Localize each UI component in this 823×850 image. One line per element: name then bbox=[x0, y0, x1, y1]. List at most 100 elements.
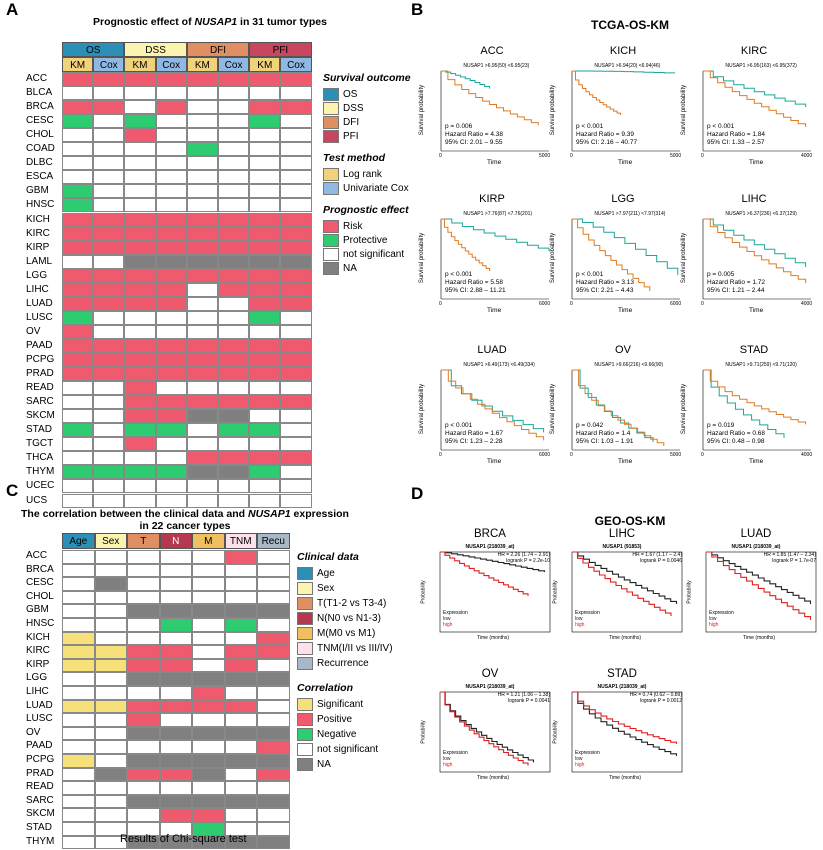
heatmap-cell bbox=[124, 451, 156, 466]
km-plot-svg bbox=[571, 369, 680, 451]
heatmap-cell bbox=[155, 451, 187, 466]
legend-swatch bbox=[297, 582, 313, 595]
heatmap-cell bbox=[257, 822, 290, 836]
row-label-ov: OV bbox=[26, 325, 41, 337]
heatmap-cell bbox=[249, 72, 281, 87]
heatmap-cell bbox=[93, 353, 125, 368]
heatmap-cell bbox=[280, 282, 312, 297]
geo-legend-low: low bbox=[443, 616, 451, 622]
heatmap-cell bbox=[62, 100, 94, 115]
geo-plot-svg bbox=[571, 691, 683, 773]
legend-label: NA bbox=[343, 263, 357, 274]
y-axis-label: Survival probability bbox=[550, 232, 557, 284]
heatmap-cell bbox=[218, 409, 250, 424]
heatmap-cell bbox=[62, 465, 94, 480]
heatmap-cell bbox=[224, 822, 257, 836]
row-label-paad: PAAD bbox=[26, 339, 53, 351]
heatmap-cell bbox=[155, 310, 187, 325]
heatmap-cell bbox=[159, 590, 192, 605]
x-axis-label: Time bbox=[749, 458, 764, 465]
heatmap-cell bbox=[155, 254, 187, 269]
heatmap-cell bbox=[249, 212, 281, 227]
geo-curve-high bbox=[572, 691, 678, 744]
heatmap-cell bbox=[224, 577, 257, 591]
heatmap-cell bbox=[93, 324, 125, 339]
heatmap-cell bbox=[159, 631, 192, 646]
heatmap-cell bbox=[249, 198, 281, 213]
row-label-sarc: SARC bbox=[26, 794, 54, 806]
heatmap-cell bbox=[93, 437, 125, 452]
heatmap-cell bbox=[127, 645, 160, 659]
km-stats: p = 0.019 Hazard Ratio = 0.68 95% CI: 0.48… bbox=[707, 422, 765, 446]
heatmap-cell bbox=[93, 156, 125, 171]
heatmap-cell bbox=[257, 563, 290, 578]
km-plot-kich: KICH NUSAP1 >6.94(20) <6.94(46) p < 0.001 H… bbox=[550, 45, 688, 185]
heatmap-cell bbox=[218, 465, 250, 480]
heatmap-cell bbox=[159, 672, 192, 686]
heatmap-cell bbox=[280, 184, 312, 199]
row-label-read: READ bbox=[26, 781, 54, 793]
heatmap-cell bbox=[124, 254, 156, 269]
heatmap-cell bbox=[94, 672, 127, 686]
heatmap-cell bbox=[280, 395, 312, 410]
row-label-lusc: LUSC bbox=[26, 713, 53, 725]
x-tick: 0 bbox=[701, 153, 704, 159]
legend-swatch bbox=[297, 743, 313, 756]
heatmap-cell bbox=[249, 142, 281, 157]
col-header-n: N bbox=[159, 533, 192, 549]
legend-label: not significant bbox=[317, 744, 379, 755]
heatmap-cell bbox=[186, 100, 218, 115]
heatmap-cell bbox=[93, 198, 125, 213]
heatmap-cell bbox=[159, 822, 192, 836]
heatmap-cell bbox=[62, 353, 94, 368]
heatmap-cell bbox=[192, 658, 225, 673]
row-label-luad: LUAD bbox=[26, 699, 53, 711]
km-stat-line: Hazard Ratio = 3.13 bbox=[576, 279, 634, 286]
heatmap-cell bbox=[249, 184, 281, 199]
x-axis-label: Time (months) bbox=[477, 775, 510, 781]
km-stats: p = 0.005 Hazard Ratio = 1.72 95% CI: 1.21… bbox=[707, 271, 765, 295]
heatmap-cell bbox=[93, 338, 125, 353]
heatmap-cell bbox=[93, 226, 125, 241]
heatmap-cell bbox=[62, 493, 94, 508]
heatmap-cell bbox=[155, 324, 187, 339]
heatmap-cell bbox=[159, 808, 192, 822]
geo-hr: HR = 2.26 (1.74 – 2.91) logrank P = 2.2e-… bbox=[498, 552, 550, 564]
heatmap-cell bbox=[257, 645, 290, 659]
heatmap-cell bbox=[192, 781, 225, 795]
km-legend-text: NUSAP1 >9.71(259) <9.71(120) bbox=[725, 362, 797, 368]
heatmap-cell bbox=[280, 268, 312, 283]
heatmap-cell bbox=[62, 577, 95, 591]
row-label-kirc: KIRC bbox=[26, 227, 50, 239]
heatmap-cell bbox=[257, 686, 290, 700]
heatmap-cell bbox=[249, 324, 281, 339]
heatmap-cell bbox=[127, 550, 160, 564]
km-plot-title: KIRC bbox=[740, 45, 768, 57]
km-stat-line: Hazard Ratio = 1.67 bbox=[445, 430, 503, 437]
km-curve-high bbox=[703, 70, 807, 127]
row-label-stad: STAD bbox=[26, 424, 52, 436]
heatmap-cell bbox=[159, 699, 192, 714]
row-label-dlbc: DLBC bbox=[26, 157, 53, 169]
heatmap-cell bbox=[155, 268, 187, 283]
x-tick: 5000 bbox=[670, 452, 682, 458]
heatmap-cell bbox=[257, 781, 290, 795]
row-label-gbm: GBM bbox=[26, 604, 49, 616]
x-tick: 0 bbox=[570, 153, 573, 159]
km-plot-title: ACC bbox=[480, 45, 504, 57]
km-stats: p = 0.006 Hazard Ratio = 4.38 95% CI: 2.01… bbox=[445, 123, 503, 147]
legend-swatch bbox=[323, 88, 339, 101]
legend-label: M(M0 vs M1) bbox=[317, 628, 376, 639]
heatmap-cell bbox=[62, 645, 95, 659]
heatmap-cell bbox=[124, 142, 156, 157]
heatmap-cell bbox=[155, 100, 187, 115]
x-tick: 0 bbox=[701, 452, 704, 458]
heatmap-cell bbox=[280, 479, 312, 494]
heatmap-cell bbox=[127, 754, 160, 768]
legend-label: Log rank bbox=[343, 169, 382, 180]
heatmap-cell bbox=[159, 618, 192, 632]
heatmap-cell bbox=[155, 338, 187, 353]
legend-swatch bbox=[323, 168, 339, 181]
heatmap-cell bbox=[155, 367, 187, 382]
x-tick: 0 bbox=[439, 301, 442, 307]
